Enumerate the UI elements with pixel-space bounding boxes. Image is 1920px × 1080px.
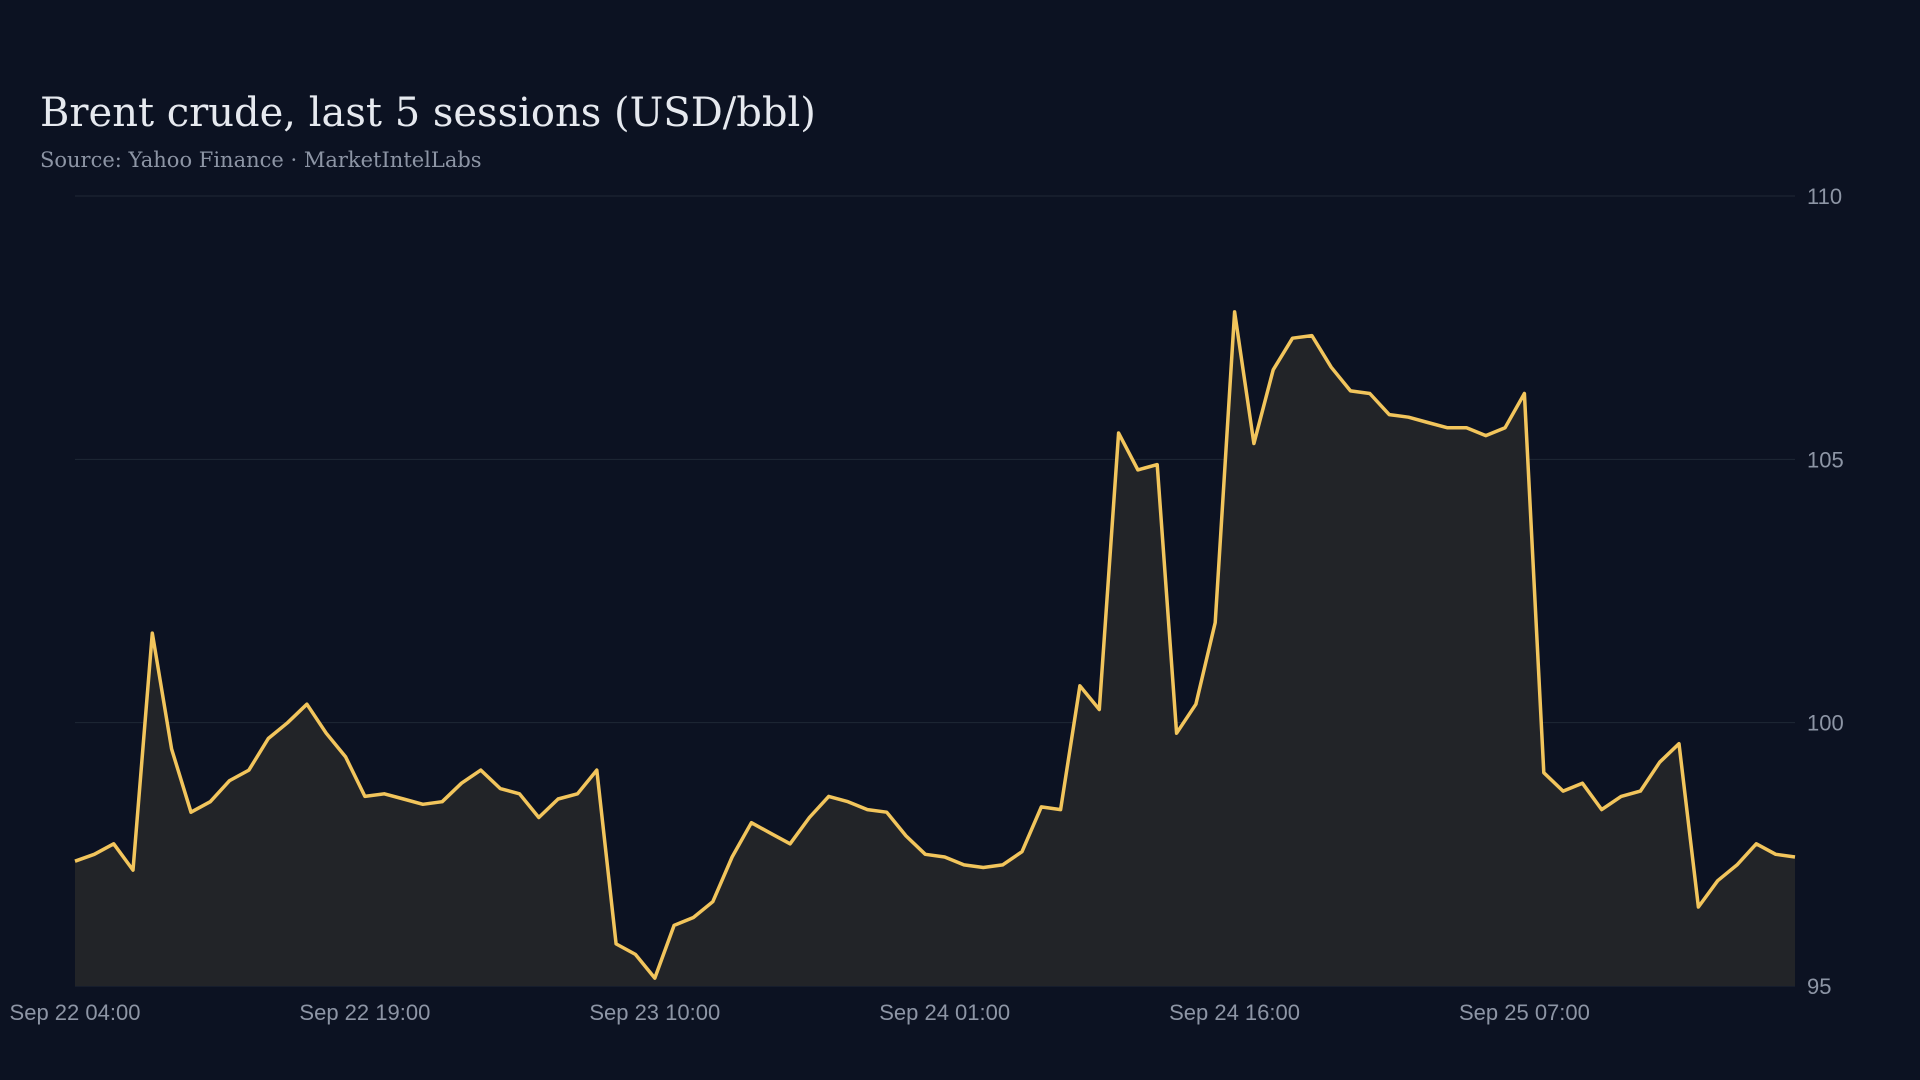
y-tick-label: 100: [1807, 711, 1844, 736]
y-tick-label: 105: [1807, 447, 1844, 472]
y-tick-label: 95: [1807, 974, 1831, 999]
chart-subtitle: Source: Yahoo Finance · MarketIntelLabs: [40, 148, 482, 172]
area-fill: [75, 311, 1795, 986]
y-tick-label: 110: [1807, 184, 1842, 209]
chart-title: Brent crude, last 5 sessions (USD/bbl): [40, 90, 816, 136]
x-tick-label: Sep 24 01:00: [879, 1000, 1010, 1025]
x-tick-label: Sep 24 16:00: [1169, 1000, 1300, 1025]
x-tick-label: Sep 25 07:00: [1459, 1000, 1590, 1025]
x-tick-label: Sep 22 19:00: [299, 1000, 430, 1025]
x-tick-label: Sep 23 10:00: [589, 1000, 720, 1025]
x-tick-label: Sep 22 04:00: [10, 1000, 141, 1025]
price-line: [74, 310, 1796, 980]
